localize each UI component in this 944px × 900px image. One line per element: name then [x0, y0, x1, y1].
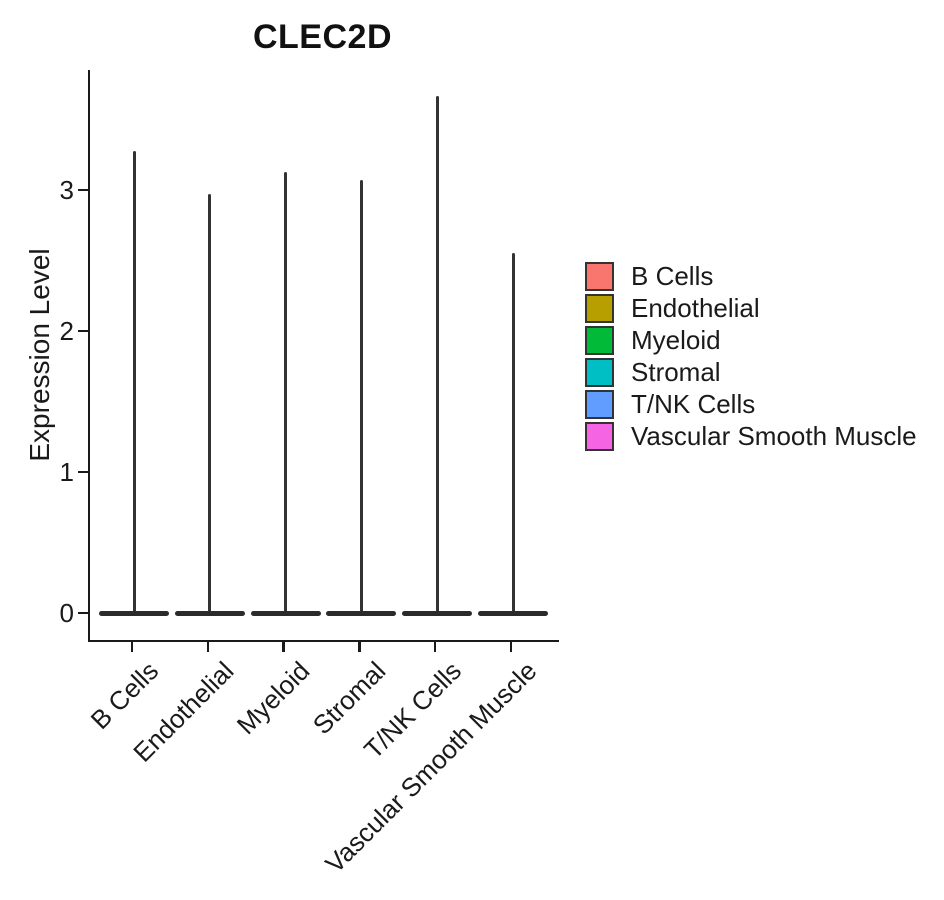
legend-key-swatch [585, 261, 614, 291]
violin-spike-4 [359, 180, 363, 613]
legend-row-3: Myeloid [585, 324, 917, 356]
y-tick-mark [78, 188, 88, 192]
legend-row-5: T/NK Cells [585, 388, 917, 420]
legend-label: B Cells [631, 261, 714, 291]
legend-label: Endothelial [631, 293, 760, 323]
y-tick-label: 0 [59, 598, 74, 628]
violin-base-4 [326, 610, 397, 616]
legend-key-swatch [585, 421, 614, 451]
violin-spike-1 [132, 150, 136, 613]
x-tick-mark [433, 642, 437, 652]
chart-title: CLEC2D [252, 18, 393, 56]
y-tick-label: 3 [59, 175, 74, 205]
legend-label: Stromal [631, 357, 721, 387]
x-tick-mark [206, 642, 210, 652]
x-tick-label-3: Myeloid [230, 655, 316, 741]
plot-area [88, 70, 559, 642]
violin-base-1 [99, 610, 169, 616]
legend-key-swatch [585, 325, 614, 355]
legend-row-1: B Cells [585, 260, 917, 292]
violin-base-2 [174, 610, 245, 616]
legend-row-4: Stromal [585, 356, 917, 388]
violin-spike-2 [208, 194, 212, 613]
y-tick-mark [78, 470, 88, 474]
violin-base-5 [402, 610, 473, 616]
x-tick-mark [509, 642, 513, 652]
violin-spike-6 [511, 253, 515, 613]
violin-spike-3 [284, 171, 288, 613]
violin-spike-5 [435, 95, 439, 613]
legend-label: T/NK Cells [631, 389, 756, 419]
x-tick-mark [282, 642, 285, 652]
y-tick-label: 2 [59, 316, 74, 346]
legend-key-swatch [585, 357, 614, 387]
y-axis-label: Expression Level [24, 248, 55, 462]
legend-label: Vascular Smooth Muscle [631, 421, 917, 451]
x-tick-mark [130, 642, 134, 652]
y-tick-label: 1 [59, 457, 74, 487]
violin-base-3 [250, 610, 321, 616]
legend-row-6: Vascular Smooth Muscle [585, 420, 917, 452]
legend-key-swatch [585, 389, 614, 419]
x-tick-mark [358, 642, 361, 652]
legend-label: Myeloid [631, 325, 721, 355]
y-tick-mark [78, 329, 88, 333]
violin-base-6 [478, 610, 548, 616]
legend-key-swatch [585, 293, 614, 323]
legend-row-2: Endothelial [585, 292, 917, 324]
y-tick-mark [78, 611, 88, 615]
legend: B Cells Endothelial Myeloid Stromal T/NK Cel… [585, 260, 917, 452]
